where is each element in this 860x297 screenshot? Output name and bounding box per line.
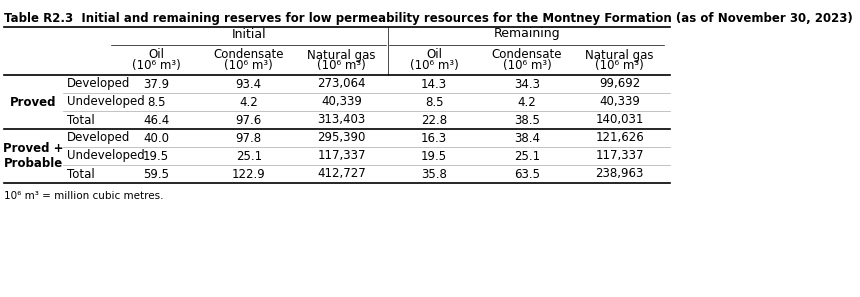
Text: 22.8: 22.8 — [421, 113, 447, 127]
Text: 46.4: 46.4 — [143, 113, 169, 127]
Text: 93.4: 93.4 — [236, 78, 261, 91]
Text: (10⁶ m³): (10⁶ m³) — [224, 59, 273, 72]
Text: (10⁶ m³): (10⁶ m³) — [410, 59, 458, 72]
Text: Natural gas: Natural gas — [586, 48, 654, 61]
Text: (10⁶ m³): (10⁶ m³) — [317, 59, 366, 72]
Text: 34.3: 34.3 — [514, 78, 540, 91]
Text: Initial: Initial — [231, 28, 266, 40]
Text: Undeveloped: Undeveloped — [66, 96, 144, 108]
Text: 8.5: 8.5 — [425, 96, 444, 108]
Text: Proved +
Probable: Proved + Probable — [3, 142, 64, 170]
Text: Developed: Developed — [66, 132, 130, 145]
Text: 412,727: 412,727 — [317, 168, 366, 181]
Text: 40,339: 40,339 — [599, 96, 640, 108]
Text: 140,031: 140,031 — [595, 113, 644, 127]
Text: 117,337: 117,337 — [317, 149, 366, 162]
Text: Natural gas: Natural gas — [307, 48, 376, 61]
Text: Oil: Oil — [148, 48, 164, 61]
Text: 4.2: 4.2 — [239, 96, 258, 108]
Text: 19.5: 19.5 — [143, 149, 169, 162]
Text: 14.3: 14.3 — [421, 78, 447, 91]
Text: 117,337: 117,337 — [595, 149, 644, 162]
Text: 99,692: 99,692 — [599, 78, 641, 91]
Text: 59.5: 59.5 — [143, 168, 169, 181]
Text: Condensate: Condensate — [492, 48, 562, 61]
Text: 40.0: 40.0 — [143, 132, 169, 145]
Text: 25.1: 25.1 — [236, 149, 261, 162]
Text: 97.8: 97.8 — [236, 132, 261, 145]
Text: 97.6: 97.6 — [236, 113, 262, 127]
Text: 35.8: 35.8 — [421, 168, 447, 181]
Text: 4.2: 4.2 — [518, 96, 537, 108]
Text: Oil: Oil — [427, 48, 442, 61]
Text: 40,339: 40,339 — [321, 96, 362, 108]
Text: 63.5: 63.5 — [514, 168, 540, 181]
Text: 273,064: 273,064 — [317, 78, 366, 91]
Text: 121,626: 121,626 — [595, 132, 644, 145]
Text: 295,390: 295,390 — [317, 132, 366, 145]
Text: Table R2.3  Initial and remaining reserves for low permeability resources for th: Table R2.3 Initial and remaining reserve… — [4, 12, 852, 25]
Text: Total: Total — [66, 168, 95, 181]
Text: 10⁶ m³ = million cubic metres.: 10⁶ m³ = million cubic metres. — [4, 191, 163, 201]
Text: Proved: Proved — [10, 96, 57, 108]
Text: 16.3: 16.3 — [421, 132, 447, 145]
Text: Condensate: Condensate — [213, 48, 284, 61]
Text: 37.9: 37.9 — [143, 78, 169, 91]
Text: 38.5: 38.5 — [514, 113, 540, 127]
Text: (10⁶ m³): (10⁶ m³) — [132, 59, 181, 72]
Text: Remaining: Remaining — [494, 28, 560, 40]
Text: Developed: Developed — [66, 78, 130, 91]
Text: Total: Total — [66, 113, 95, 127]
Text: 122.9: 122.9 — [232, 168, 266, 181]
Text: Undeveloped: Undeveloped — [66, 149, 144, 162]
Text: 38.4: 38.4 — [514, 132, 540, 145]
Text: 238,963: 238,963 — [595, 168, 644, 181]
Text: (10⁶ m³): (10⁶ m³) — [502, 59, 551, 72]
Text: 25.1: 25.1 — [514, 149, 540, 162]
Text: 19.5: 19.5 — [421, 149, 447, 162]
Text: 8.5: 8.5 — [147, 96, 165, 108]
Text: 313,403: 313,403 — [317, 113, 366, 127]
Text: (10⁶ m³): (10⁶ m³) — [595, 59, 644, 72]
